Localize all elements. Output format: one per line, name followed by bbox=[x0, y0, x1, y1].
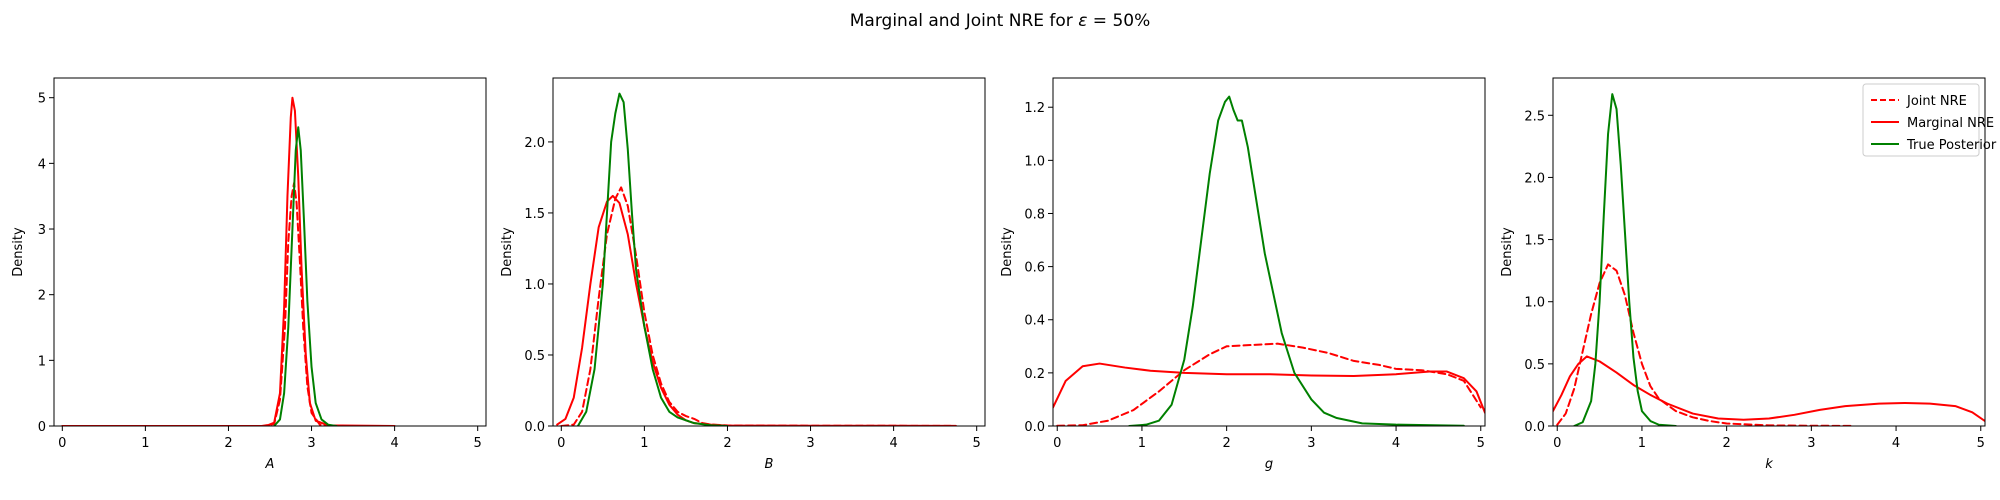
y-tick-label: 0.0 bbox=[1524, 420, 1545, 435]
x-tick-label: 4 bbox=[1392, 436, 1400, 451]
series-line-marginal-nre bbox=[1053, 362, 1485, 414]
x-tick-label: 0 bbox=[557, 436, 565, 451]
x-tick-label: 0 bbox=[58, 436, 66, 451]
legend-label: Marginal NRE bbox=[1907, 116, 1994, 131]
x-tick-label: 2 bbox=[224, 436, 232, 451]
x-tick-label: 1 bbox=[1138, 436, 1146, 451]
x-tick-label: 3 bbox=[307, 436, 315, 451]
figure-title: Marginal and Joint NRE for ε = 50% bbox=[850, 11, 1150, 31]
y-tick-label: 1.5 bbox=[524, 207, 545, 222]
subplot-4: 0 1 2 3 4 5 0.0 0.5 1.0 1.5 2.0 2.5 k Density bbox=[1500, 77, 1986, 472]
x-tick-label: 1 bbox=[141, 436, 149, 451]
x-tick-label: 0 bbox=[1053, 436, 1061, 451]
series-line-true-posterior bbox=[576, 92, 729, 426]
y-tick-label: 0.5 bbox=[1524, 358, 1545, 373]
y-tick-label: 4 bbox=[38, 157, 46, 172]
x-axis-label: g bbox=[1265, 457, 1273, 472]
x-tick-label: 4 bbox=[390, 436, 398, 451]
x-axis-label: k bbox=[1765, 457, 1773, 472]
series-line-marginal-nre bbox=[1553, 355, 1985, 423]
y-axis-label: Density bbox=[11, 227, 26, 277]
y-tick-label: 3 bbox=[38, 223, 46, 238]
y-tick-label: 2.0 bbox=[1524, 171, 1545, 186]
subplot-3: 0 1 2 3 4 5 0.0 0.2 0.4 0.6 0.8 1.0 1.2 g Density bbox=[1000, 77, 1486, 472]
figure-title-suffix: = 50% bbox=[1087, 11, 1150, 31]
y-tick-label: 1.0 bbox=[1524, 296, 1545, 311]
axes-frame bbox=[1552, 77, 1986, 427]
y-tick-label: 0.0 bbox=[1024, 420, 1045, 435]
axes-frame bbox=[552, 77, 986, 427]
y-tick-label: 1.5 bbox=[1524, 234, 1545, 249]
legend: Joint NRE Marginal NRE True Posterior bbox=[1862, 83, 1997, 157]
figure-title-symbol: ε bbox=[1078, 11, 1087, 31]
x-axis-label: B bbox=[765, 457, 774, 472]
x-tick-label: 5 bbox=[973, 436, 981, 451]
x-axis-label: A bbox=[265, 457, 275, 472]
y-tick-label: 2.0 bbox=[524, 136, 545, 151]
y-axis-label: Density bbox=[500, 227, 515, 277]
x-tick-label: 2 bbox=[1223, 436, 1231, 451]
axes-frame bbox=[53, 77, 487, 427]
x-tick-label: 2 bbox=[1723, 436, 1731, 451]
legend-frame bbox=[1862, 83, 1980, 157]
y-axis-label: Density bbox=[1500, 227, 1515, 277]
x-tick-label: 3 bbox=[1807, 436, 1815, 451]
y-tick-label: 2 bbox=[38, 289, 46, 304]
subplot-1: 0 1 2 3 4 5 0 1 2 3 4 5 A Density bbox=[11, 77, 487, 472]
x-tick-label: 5 bbox=[1477, 436, 1485, 451]
series-line-joint-nre bbox=[1556, 263, 1855, 426]
x-tick-label: 2 bbox=[723, 436, 731, 451]
x-tick-label: 4 bbox=[889, 436, 897, 451]
figure-title-prefix: Marginal and Joint NRE for bbox=[850, 11, 1078, 31]
x-tick-label: 5 bbox=[474, 436, 482, 451]
y-tick-label: 0.8 bbox=[1024, 207, 1045, 222]
y-tick-label: 1.0 bbox=[1024, 154, 1045, 169]
series-line-true-posterior bbox=[1573, 93, 1677, 426]
y-tick-label: 0.4 bbox=[1024, 314, 1045, 329]
subplot-2: 0 1 2 3 4 5 0.0 0.5 1.0 1.5 2.0 B Density bbox=[500, 77, 986, 472]
y-tick-label: 0 bbox=[38, 420, 46, 435]
y-tick-label: 1 bbox=[38, 354, 46, 369]
x-tick-label: 3 bbox=[1307, 436, 1315, 451]
x-tick-label: 1 bbox=[1638, 436, 1646, 451]
y-tick-label: 0.0 bbox=[524, 420, 545, 435]
series-line-true-posterior bbox=[1128, 95, 1465, 426]
x-tick-label: 5 bbox=[1977, 436, 1985, 451]
series-line-joint-nre bbox=[1056, 342, 1482, 426]
y-tick-label: 1.2 bbox=[1024, 101, 1045, 116]
legend-label: Joint NRE bbox=[1906, 94, 1967, 109]
subplot-grid: 0 1 2 3 4 5 0 1 2 3 4 5 A Density 0 1 2 3 4 5 0.0 0.5 1.0 1.5 2.… bbox=[11, 77, 1986, 472]
y-axis-label: Density bbox=[1000, 227, 1015, 277]
legend-label: True Posterior bbox=[1906, 138, 1997, 153]
y-tick-label: 0.5 bbox=[524, 349, 545, 364]
series-line-true-posterior bbox=[273, 126, 338, 426]
y-tick-label: 0.6 bbox=[1024, 261, 1045, 276]
x-tick-label: 1 bbox=[640, 436, 648, 451]
x-tick-label: 3 bbox=[806, 436, 814, 451]
x-tick-label: 0 bbox=[1553, 436, 1561, 451]
axes-frame bbox=[1052, 77, 1486, 427]
series-line-marginal-nre bbox=[61, 96, 396, 426]
y-tick-label: 5 bbox=[38, 92, 46, 107]
y-tick-label: 2.5 bbox=[1524, 109, 1545, 124]
x-tick-label: 4 bbox=[1892, 436, 1900, 451]
y-tick-label: 1.0 bbox=[524, 278, 545, 293]
y-tick-label: 0.2 bbox=[1024, 367, 1045, 382]
